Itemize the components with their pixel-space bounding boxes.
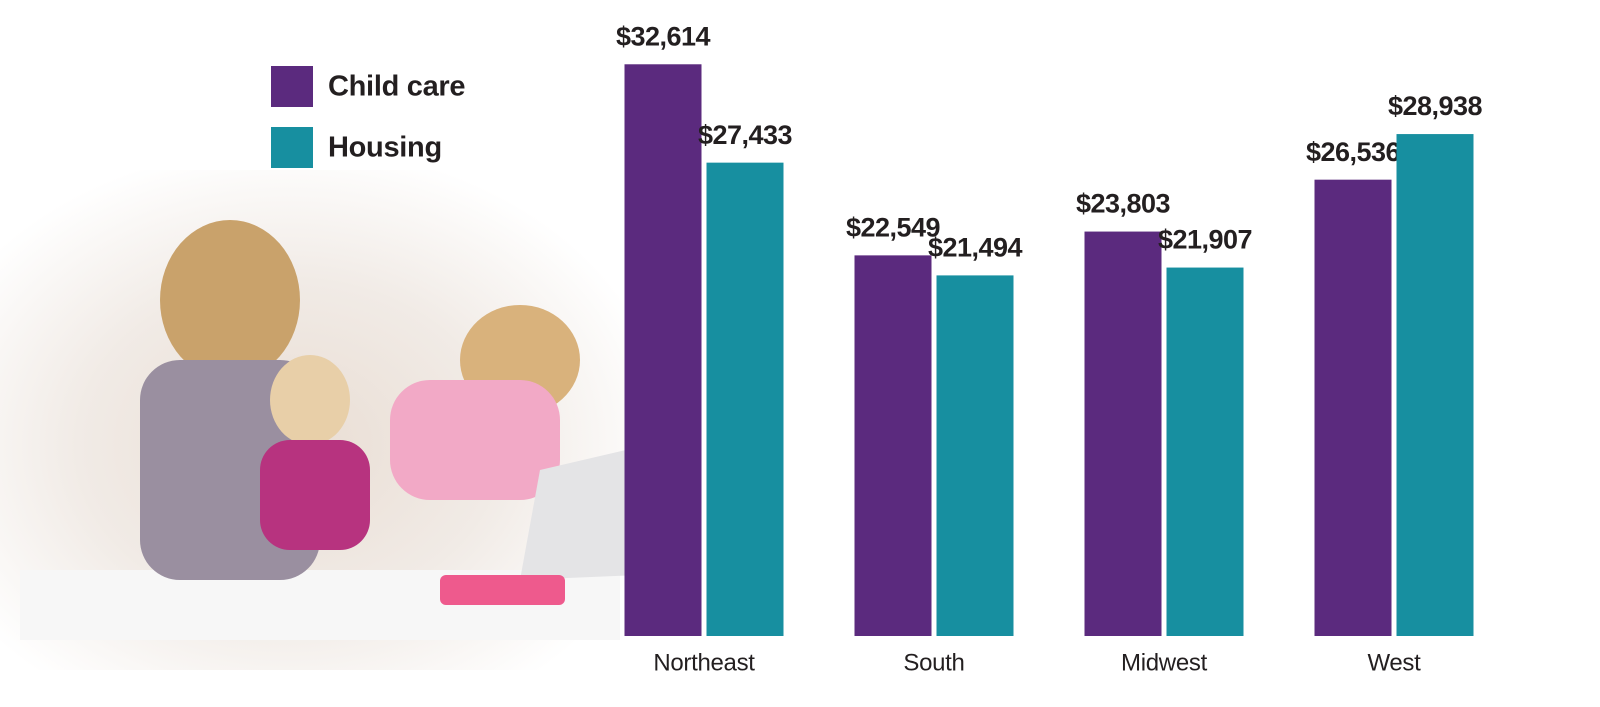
x-tick-label: Midwest	[1121, 649, 1208, 676]
photo-placeholder	[0, 170, 690, 670]
bar	[1314, 179, 1392, 636]
bar	[854, 255, 932, 637]
legend-label: Child care	[328, 71, 465, 103]
bar	[706, 162, 784, 636]
bar	[624, 64, 702, 637]
notebook	[440, 575, 565, 605]
value-label: $23,803	[1076, 189, 1171, 219]
value-label: $21,494	[928, 233, 1023, 263]
bar	[936, 275, 1014, 636]
plot-area: Northeast $32,614 $27,433 South $22,549$21,4…	[616, 21, 1483, 676]
child-head	[270, 355, 350, 445]
bar	[1166, 267, 1244, 636]
woman-hair	[160, 220, 300, 380]
legend: Child care Housing	[271, 66, 466, 168]
value-label: $27,433	[698, 120, 793, 150]
value-label: $21,907	[1158, 225, 1252, 255]
value-label: $22,549	[846, 212, 941, 242]
legend-swatch	[271, 66, 313, 107]
legend-label: Housing	[328, 132, 442, 164]
bar	[1084, 231, 1162, 636]
girl-body	[390, 380, 560, 500]
value-label: $32,614	[616, 21, 711, 51]
bar	[1396, 134, 1474, 636]
x-tick-label: Northeast	[653, 649, 755, 676]
child-body	[260, 440, 370, 550]
x-tick-label: West	[1367, 649, 1421, 676]
legend-swatch	[271, 127, 313, 168]
value-label: $28,938	[1388, 91, 1483, 121]
value-label: $26,536	[1306, 137, 1401, 167]
x-tick-label: South	[903, 649, 964, 676]
